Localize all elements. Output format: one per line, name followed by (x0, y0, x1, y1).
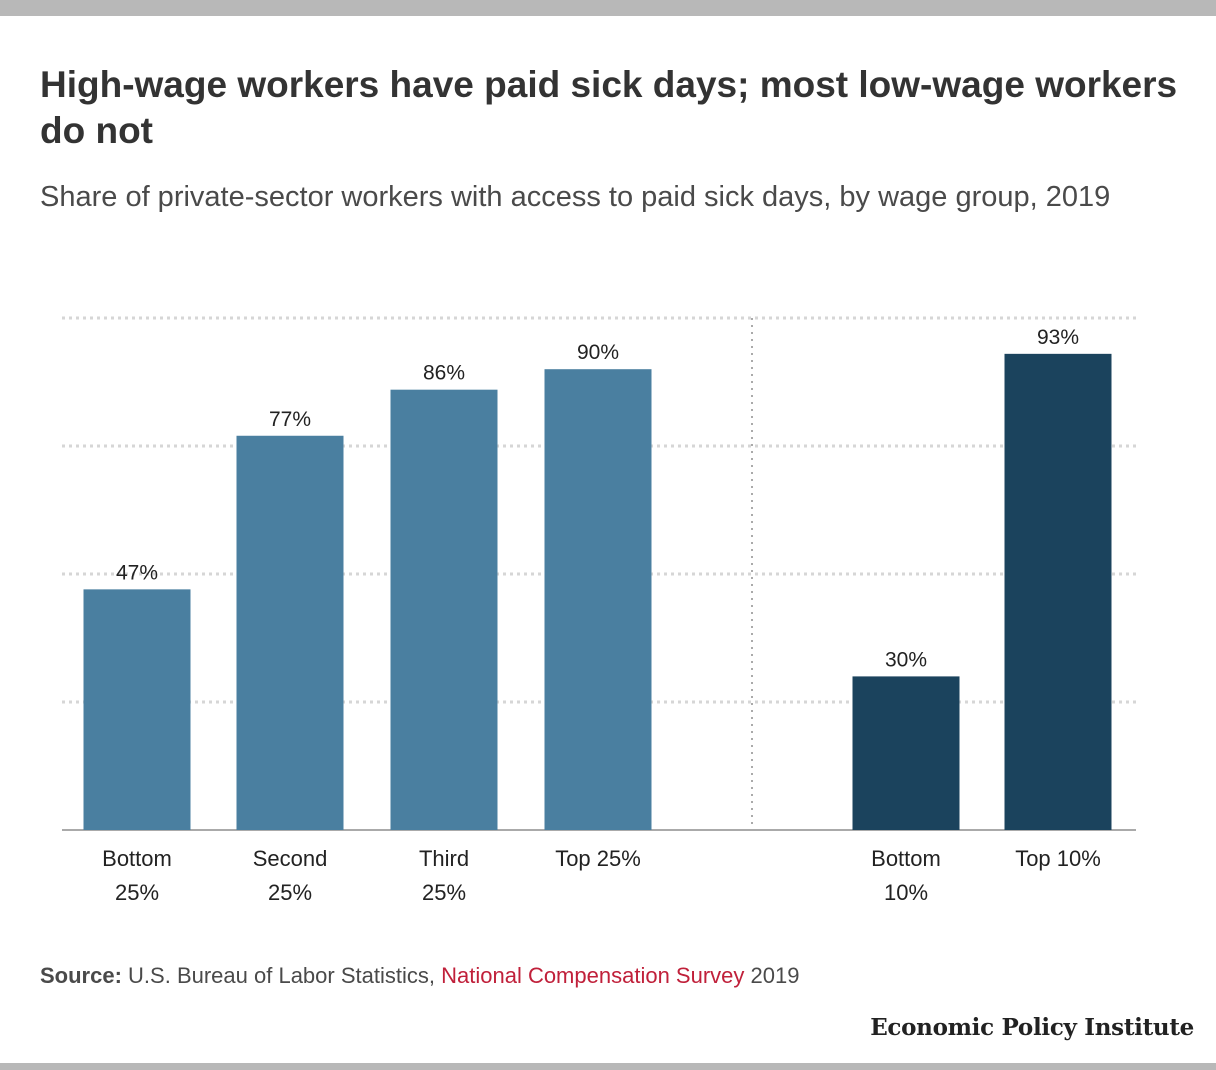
source-label: Source: (40, 963, 122, 988)
bar (544, 369, 652, 830)
chart-subtitle: Share of private-sector workers with acc… (40, 181, 1111, 213)
bar (852, 676, 960, 830)
x-tick-label: 10% (884, 880, 928, 905)
x-tick-label: Second (253, 846, 328, 871)
data-label: 30% (885, 648, 927, 671)
source-link[interactable]: National Compensation Survey (441, 963, 745, 988)
source-year: 2019 (750, 963, 800, 988)
x-tick-label: Third (419, 846, 469, 871)
chart-title: High-wage workers have paid sick days; m… (40, 64, 1178, 151)
bar (1004, 353, 1112, 830)
bar (390, 389, 498, 830)
bar-chart: 47% Bottom 25% 77% Second 25% 86% Third 25% 90% To… (62, 316, 1136, 905)
bar (83, 589, 191, 830)
source-note: Source: U.S. Bureau of Labor Statistics,… (40, 963, 799, 989)
data-label: 90% (577, 341, 619, 364)
x-tick-label: Bottom (871, 846, 941, 871)
x-tick-label: 25% (115, 880, 159, 905)
epi-logo: Economic Policy Institute (870, 1014, 1194, 1041)
x-tick-label: 25% (268, 880, 312, 905)
x-tick-label: Top 25% (555, 846, 641, 871)
bar (236, 435, 344, 830)
top-border (0, 0, 1216, 16)
data-label: 86% (423, 362, 465, 385)
bottom-border (0, 1063, 1216, 1070)
x-tick-label: 25% (422, 880, 466, 905)
x-tick-label: Bottom (102, 846, 172, 871)
data-label: 93% (1037, 326, 1079, 349)
source-text: U.S. Bureau of Labor Statistics, (128, 963, 435, 988)
x-tick-label: Top 10% (1015, 846, 1101, 871)
data-label: 47% (116, 561, 158, 584)
data-label: 77% (269, 408, 311, 431)
